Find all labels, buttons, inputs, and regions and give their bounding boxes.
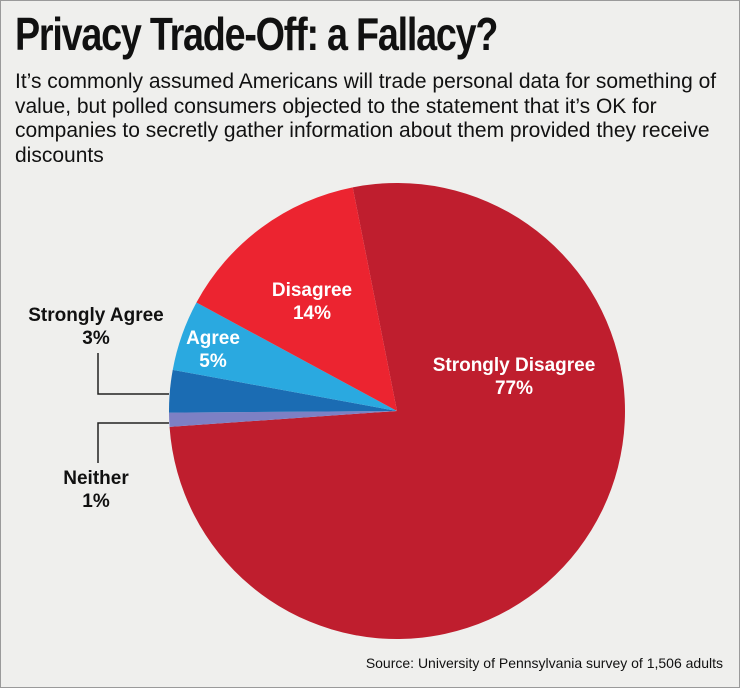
- value-label: 14%: [293, 303, 331, 324]
- leader-line: [97, 353, 169, 395]
- leader-line: [97, 422, 169, 463]
- slice-label: Strongly Agree: [28, 305, 164, 326]
- pie-slice: [196, 187, 397, 411]
- slice-label: Neither: [63, 468, 129, 489]
- value-label: 3%: [82, 328, 110, 349]
- value-label: 1%: [82, 491, 110, 512]
- pie-slice: [169, 183, 625, 639]
- pie-slice: [172, 302, 397, 411]
- slice-label: Disagree: [272, 280, 352, 301]
- source-note: Source: University of Pennsylvania surve…: [365, 655, 723, 671]
- pie-slice: [169, 411, 397, 427]
- slice-label: Agree: [186, 328, 240, 349]
- chart-title: Privacy Trade-Off: a Fallacy?: [15, 8, 498, 60]
- slice-label: Strongly Disagree: [433, 355, 596, 376]
- chart-subtitle: It’s commonly assumed Americans will tra…: [15, 70, 717, 167]
- value-label: 5%: [199, 351, 227, 372]
- value-label: 77%: [495, 378, 533, 399]
- pie-slice: [169, 369, 397, 413]
